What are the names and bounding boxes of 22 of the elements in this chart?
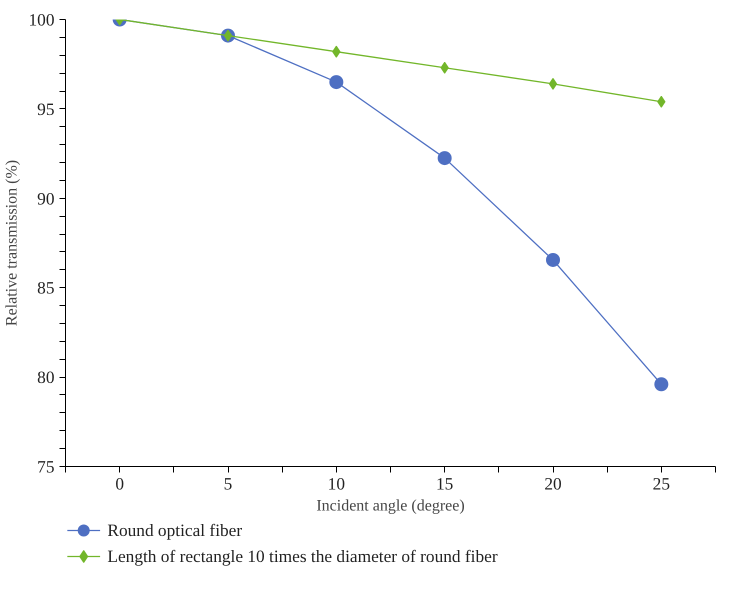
y-tick-label: 100: [28, 10, 55, 30]
y-tick-label: 80: [37, 368, 54, 388]
y-tick-label: 90: [37, 189, 54, 208]
x-tick-label: 0: [115, 474, 124, 494]
x-tick-label: 5: [224, 474, 232, 494]
y-axis-title: Relative transmission (%): [4, 160, 21, 326]
y-tick-label: 95: [37, 100, 54, 119]
x-axis-title: Incident angle (degree): [316, 498, 465, 514]
point: [548, 78, 558, 90]
point: [224, 30, 232, 42]
point: [438, 151, 452, 166]
y-tick-label: 85: [37, 278, 54, 298]
point: [546, 253, 560, 267]
point: [329, 75, 344, 90]
y-tick-label: 75: [37, 458, 54, 476]
point: [654, 377, 668, 392]
x-tick-label: 15: [436, 474, 454, 494]
legend-label: Length of rectangle 10 times the diameter of round fiber: [107, 547, 498, 566]
legend-label: Round optical fiber: [107, 521, 242, 540]
x-tick-label: 25: [652, 474, 670, 494]
x-tick-label: 20: [544, 474, 562, 494]
x-tick-label: 10: [328, 474, 345, 494]
